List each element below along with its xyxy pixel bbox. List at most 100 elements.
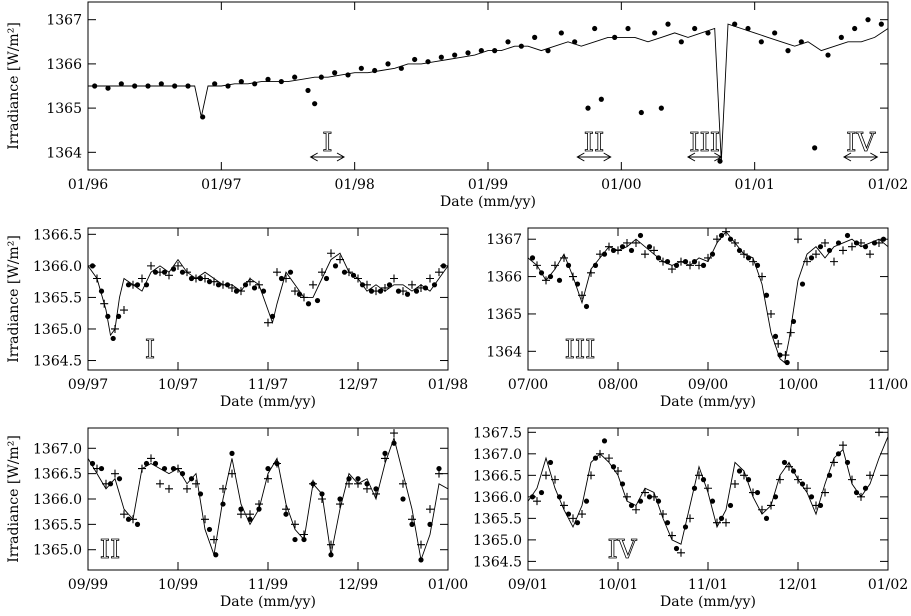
data-point-dot [465, 50, 471, 56]
data-point-dot [745, 255, 752, 261]
data-point-plus [632, 505, 640, 514]
data-point-dot [358, 65, 364, 71]
x-axis-label: Date (mm/yy) [220, 394, 316, 410]
data-point-dot [368, 288, 375, 294]
x-axis-label: Date (mm/yy) [440, 194, 536, 210]
data-point-dot [438, 54, 444, 60]
data-point-plus [758, 505, 766, 514]
data-point-plus [659, 257, 667, 266]
data-point-dot [213, 552, 219, 558]
data-point-dot [532, 34, 538, 40]
data-point-dot [301, 536, 307, 543]
data-point-dot [220, 501, 226, 507]
data-point-plus [282, 274, 290, 283]
data-point-plus [264, 318, 272, 327]
data-point-dot [143, 282, 150, 288]
data-point-dot [781, 459, 788, 466]
data-point-dot [125, 282, 132, 288]
data-point-dot [700, 477, 707, 483]
data-point-plus [605, 242, 613, 251]
data-point-plus [120, 306, 128, 315]
data-point-dot [346, 476, 352, 482]
data-point-dot [412, 56, 418, 63]
data-point-plus [426, 274, 434, 283]
data-point-plus [713, 518, 721, 527]
data-point-dot [89, 263, 96, 269]
data-point-dot [478, 48, 484, 54]
x-tick-label: 01/01 [734, 177, 774, 193]
data-point-dot [545, 48, 551, 54]
data-point-dot [556, 494, 563, 500]
data-point-plus [794, 235, 802, 244]
data-point-dot [161, 465, 168, 472]
data-point-plus [237, 510, 245, 519]
data-point-dot [391, 440, 397, 446]
data-point-plus [183, 484, 191, 493]
data-point-plus [749, 488, 757, 497]
data-point-plus [848, 475, 856, 484]
data-point-dot [134, 521, 141, 527]
data-point-dot [799, 281, 806, 287]
model-line [88, 23, 889, 162]
data-point-dot [763, 292, 770, 298]
data-point-plus [641, 488, 649, 497]
data-point-dot [825, 52, 831, 58]
data-point-plus [399, 287, 407, 296]
data-point-plus [848, 242, 856, 251]
data-point-dot [251, 285, 258, 291]
data-point-dot [664, 520, 671, 526]
data-point-dot [278, 275, 285, 282]
data-point-dot [440, 263, 447, 269]
data-point-dot [398, 65, 404, 71]
data-point-plus [803, 484, 811, 493]
data-point-dot [790, 318, 797, 325]
data-point-dot [215, 282, 222, 288]
data-point-plus [174, 261, 182, 270]
data-point-dot [784, 359, 790, 366]
data-point-dot [283, 511, 289, 517]
y-axis-label: Irradiance [W/m²] [6, 435, 22, 563]
data-point-plus [533, 497, 541, 506]
x-tick-label: 01/98 [334, 177, 374, 193]
data-point-dot [296, 291, 303, 297]
data-point-dot [808, 255, 815, 261]
data-point-dot [565, 262, 572, 268]
data-point-plus [781, 351, 790, 360]
data-point-dot [145, 83, 151, 89]
data-point-plus [812, 250, 820, 259]
data-point-dot [664, 259, 671, 265]
data-point-plus [282, 505, 290, 514]
data-point-plus [740, 250, 748, 259]
data-point-plus [210, 535, 218, 544]
data-point-plus [138, 274, 146, 283]
data-point-plus [578, 291, 586, 300]
data-point-dot [377, 288, 384, 294]
x-tick-label: 09/97 [68, 377, 108, 393]
data-point-dot [646, 494, 653, 500]
data-point-dot [134, 282, 141, 288]
data-point-dot [852, 25, 858, 32]
data-point-plus [821, 238, 829, 247]
data-point-dot [385, 61, 391, 67]
data-point-dot [745, 477, 752, 483]
interval-label: I [322, 128, 332, 158]
data-point-plus [183, 268, 191, 277]
x-tick-label: 01/98 [428, 377, 468, 393]
x-axis-label: Date (mm/yy) [660, 394, 756, 410]
data-point-dot [247, 516, 253, 522]
data-point-dot [409, 521, 415, 527]
data-point-dot [188, 275, 195, 282]
x-tick-label: 10/00 [778, 377, 818, 393]
data-point-dot [422, 285, 429, 291]
data-point-dot [179, 269, 186, 275]
data-point-dot [556, 277, 563, 283]
data-point-dot [98, 288, 105, 294]
data-point-plus [327, 249, 335, 258]
data-point-dot [538, 489, 545, 496]
data-point-dot [678, 39, 684, 45]
data-point-dot [574, 520, 581, 526]
x-tick-label: 10/01 [598, 577, 638, 593]
data-point-dot [718, 515, 725, 521]
data-point-plus [219, 280, 227, 289]
